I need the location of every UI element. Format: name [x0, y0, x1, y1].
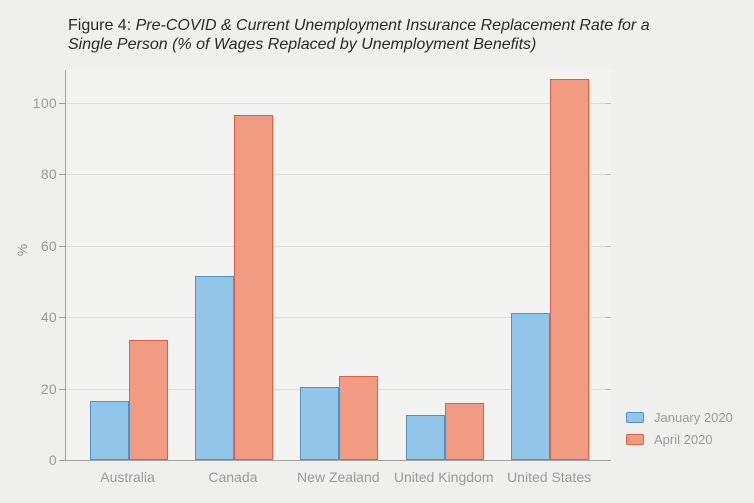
x-axis-label: Canada: [208, 469, 258, 485]
bar-april-2020-new-zealand: [339, 376, 379, 460]
y-axis-tick: [59, 460, 65, 461]
y-axis-tick: [59, 317, 65, 318]
gridline: [66, 317, 611, 318]
bar-april-2020-australia: [128, 340, 168, 460]
x-axis-label: United Kingdom: [393, 469, 494, 485]
y-axis-tick: [59, 388, 65, 390]
legend-label: April 2020: [654, 432, 713, 447]
bar-january-2020-united-kingdom: [405, 415, 445, 460]
bar-april-2020-canada: [233, 115, 273, 460]
x-axis-label: New Zealand: [297, 469, 380, 485]
bar-april-2020-united-states: [550, 79, 590, 460]
chart-title-prefix: Figure 4:: [68, 17, 136, 34]
bar-april-2020-united-kingdom: [444, 402, 484, 460]
chart-title: Figure 4: Pre-COVID & Current Unemployme…: [68, 16, 716, 54]
y-axis-tick-label: 100: [32, 94, 57, 111]
legend-item: January 2020: [626, 410, 733, 425]
gridline: [66, 174, 611, 175]
y-axis-right-tick: [605, 245, 611, 247]
y-axis-tick: [59, 174, 65, 175]
x-axis-label: United States: [507, 469, 592, 485]
y-axis-tick-label: 80: [40, 166, 57, 182]
chart-title-italic: Pre-COVID & Current Unemployment Insuran…: [68, 17, 650, 53]
legend-swatch-icon: [626, 434, 644, 445]
y-axis-right-tick: [605, 388, 611, 390]
legend-label: January 2020: [654, 410, 733, 425]
y-axis-right-tick: [605, 317, 611, 318]
legend: January 2020 April 2020: [626, 410, 733, 454]
bar-january-2020-united-states: [511, 313, 551, 460]
legend-item: April 2020: [626, 432, 733, 447]
bar-january-2020-canada: [194, 275, 234, 460]
y-axis-tick-label: 0: [48, 452, 57, 468]
plot-area: [59, 70, 611, 461]
y-axis-tick: [59, 102, 65, 104]
x-axis-label: Australia: [100, 469, 155, 485]
bar-january-2020-new-zealand: [300, 386, 340, 460]
bar-january-2020-australia: [89, 401, 129, 460]
chart-title-line2: Single Person (% of Wages Replaced by Un…: [68, 36, 537, 53]
y-axis-right-tick: [605, 102, 611, 104]
y-axis-tick-label: 60: [40, 237, 57, 254]
y-axis-tick: [59, 245, 65, 247]
y-axis-tick-label: 20: [40, 380, 57, 397]
y-axis-right-tick: [605, 174, 611, 175]
gridline: [66, 102, 611, 104]
gridline: [66, 245, 611, 247]
y-axis-tick-label: 40: [40, 309, 57, 325]
chart-title-line1: Pre-COVID & Current Unemployment Insuran…: [135, 17, 650, 34]
legend-swatch-icon: [626, 412, 644, 423]
